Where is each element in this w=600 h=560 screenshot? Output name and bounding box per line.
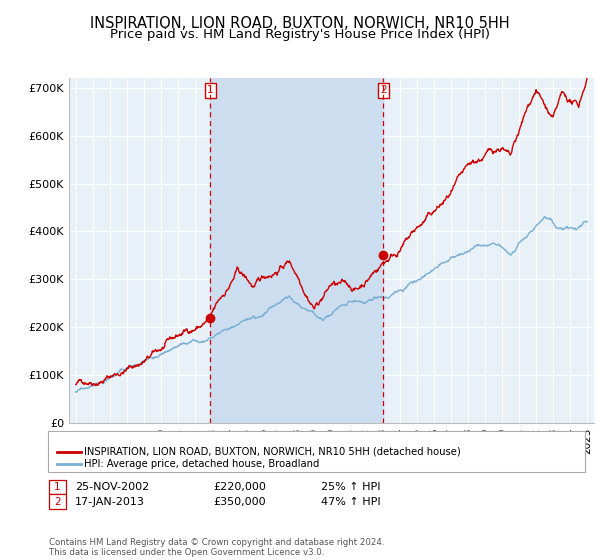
Text: 47% ↑ HPI: 47% ↑ HPI xyxy=(321,497,380,507)
Text: £220,000: £220,000 xyxy=(213,482,266,492)
Text: 17-JAN-2013: 17-JAN-2013 xyxy=(75,497,145,507)
Text: 1: 1 xyxy=(54,482,61,492)
Bar xyxy=(211,78,383,423)
Text: 25% ↑ HPI: 25% ↑ HPI xyxy=(321,482,380,492)
Text: HPI: Average price, detached house, Broadland: HPI: Average price, detached house, Broa… xyxy=(84,459,319,469)
Text: INSPIRATION, LION ROAD, BUXTON, NORWICH, NR10 5HH: INSPIRATION, LION ROAD, BUXTON, NORWICH,… xyxy=(90,16,510,31)
Text: 2: 2 xyxy=(380,85,387,95)
Text: 25-NOV-2002: 25-NOV-2002 xyxy=(75,482,149,492)
Text: INSPIRATION, LION ROAD, BUXTON, NORWICH, NR10 5HH (detached house): INSPIRATION, LION ROAD, BUXTON, NORWICH,… xyxy=(84,447,461,457)
Text: 2: 2 xyxy=(54,497,61,507)
Text: £350,000: £350,000 xyxy=(213,497,266,507)
Text: Contains HM Land Registry data © Crown copyright and database right 2024.
This d: Contains HM Land Registry data © Crown c… xyxy=(49,538,385,557)
Text: 1: 1 xyxy=(207,85,214,95)
Text: Price paid vs. HM Land Registry's House Price Index (HPI): Price paid vs. HM Land Registry's House … xyxy=(110,28,490,41)
